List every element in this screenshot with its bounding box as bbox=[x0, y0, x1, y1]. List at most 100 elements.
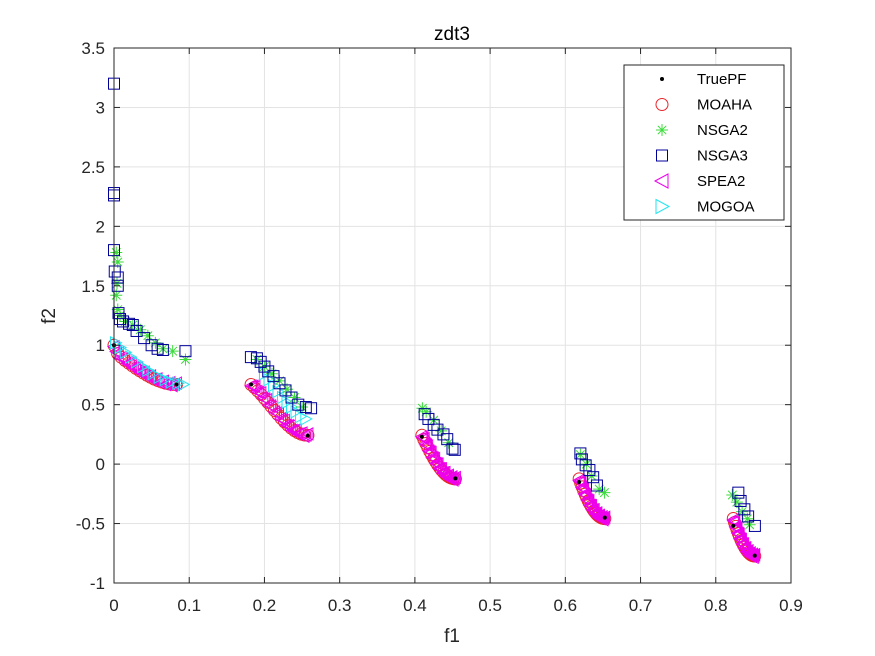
x-tick-label: 0.4 bbox=[403, 596, 427, 615]
x-tick-label: 0.5 bbox=[478, 596, 502, 615]
marker-nsga2 bbox=[250, 353, 263, 366]
y-tick-label: -1 bbox=[90, 574, 105, 593]
marker-nsga3 bbox=[156, 343, 169, 356]
marker-nsga3 bbox=[179, 345, 192, 358]
grid bbox=[113, 47, 792, 584]
marker-nsga3 bbox=[579, 459, 592, 472]
marker-nsga3 bbox=[446, 442, 459, 455]
marker-nsga3 bbox=[114, 313, 127, 326]
marker-spea2 bbox=[139, 369, 152, 384]
marker-nsga2 bbox=[736, 505, 749, 518]
y-tick-label: 1 bbox=[96, 336, 105, 355]
marker-nsga3 bbox=[258, 360, 271, 373]
marker-nsga3 bbox=[117, 315, 130, 328]
marker-nsga2 bbox=[166, 345, 179, 358]
axes: 0 0.1 0.2 0.3 0.4 0.5 0.6 0.7 0.8 0.9 -1 -0.5 0 0.5 1 1… bbox=[76, 39, 803, 615]
marker-nsga3 bbox=[583, 464, 596, 477]
y-tick-label: 2.5 bbox=[81, 158, 105, 177]
marker-nsga2 bbox=[574, 448, 587, 461]
marker-spea2 bbox=[128, 361, 142, 375]
x-tick-label: 0.3 bbox=[328, 596, 352, 615]
marker-nsga3 bbox=[437, 428, 450, 441]
marker-spea2 bbox=[126, 361, 139, 375]
marker-spea2 bbox=[122, 356, 135, 371]
marker-nsga3 bbox=[590, 479, 603, 492]
marker-nsga2 bbox=[134, 323, 147, 336]
marker-nsga2 bbox=[265, 367, 278, 380]
marker-mogoa bbox=[165, 375, 179, 389]
y-tick-label: 3 bbox=[96, 98, 105, 117]
marker-nsga3 bbox=[738, 503, 751, 516]
marker-nsga3 bbox=[742, 510, 755, 523]
marker-spea2 bbox=[285, 423, 298, 438]
marker-spea2 bbox=[736, 537, 750, 551]
x-tick-label: 0.7 bbox=[629, 596, 653, 615]
marker-nsga3 bbox=[130, 324, 143, 337]
marker-nsga3 bbox=[279, 384, 292, 397]
marker-nsga3 bbox=[250, 352, 263, 365]
marker-spea2 bbox=[745, 547, 759, 562]
legend-label: NSGA2 bbox=[697, 122, 748, 139]
legend-marker-spea2 bbox=[653, 173, 669, 189]
marker-spea2 bbox=[281, 418, 294, 433]
legend-entry: NSGA3 bbox=[656, 148, 748, 165]
legend-marker-nsga2 bbox=[656, 124, 668, 136]
marker-truepf bbox=[174, 382, 179, 387]
marker-mogoa bbox=[281, 395, 295, 410]
marker-nsga2 bbox=[110, 246, 123, 259]
marker-truepf bbox=[577, 479, 582, 484]
legend-entry: SPEA2 bbox=[653, 173, 745, 190]
legend-entry: MOAHA bbox=[655, 97, 752, 114]
x-tick-label: 0.1 bbox=[177, 596, 201, 615]
marker-mogoa bbox=[300, 412, 313, 426]
marker-nsga2 bbox=[141, 329, 154, 342]
marker-mogoa bbox=[276, 390, 290, 405]
x-axis-label: f1 bbox=[444, 626, 460, 647]
marker-nsga2 bbox=[179, 353, 192, 366]
marker-nsga2 bbox=[110, 289, 123, 302]
marker-nsga3 bbox=[111, 271, 124, 284]
legend-box bbox=[623, 64, 785, 221]
y-tick-label: 0 bbox=[96, 455, 105, 474]
legend-entry: MOGOA bbox=[655, 198, 755, 216]
marker-mogoa bbox=[125, 350, 138, 364]
marker-spea2 bbox=[747, 547, 761, 562]
y-tick-label: 0.5 bbox=[81, 396, 105, 415]
legend-entry: TruePF bbox=[660, 71, 746, 88]
marker-truepf bbox=[419, 434, 424, 439]
marker-nsga3 bbox=[138, 332, 151, 345]
marker-nsga3 bbox=[431, 423, 444, 436]
y-tick-label: 3.5 bbox=[81, 39, 105, 58]
legend-marker-mogoa bbox=[655, 198, 671, 215]
marker-truepf bbox=[752, 553, 757, 558]
marker-mogoa bbox=[286, 400, 299, 414]
y-tick-label: -0.5 bbox=[76, 515, 105, 534]
marker-spea2 bbox=[437, 465, 451, 480]
marker-nsga2 bbox=[111, 256, 124, 268]
marker-spea2 bbox=[746, 550, 759, 565]
marker-nsga3 bbox=[748, 519, 761, 532]
marker-spea2 bbox=[595, 509, 608, 524]
marker-mogoa bbox=[131, 355, 144, 369]
legend: TruePF MOAHA NSGA2 NSGA3 SPEA2 MOGOA bbox=[623, 64, 785, 221]
marker-mogoa bbox=[110, 336, 123, 350]
marker-mogoa bbox=[147, 366, 161, 381]
marker-nsga2 bbox=[273, 374, 286, 387]
marker-nsga3 bbox=[305, 402, 318, 415]
marker-nsga2 bbox=[258, 360, 271, 373]
marker-nsga3 bbox=[123, 317, 136, 330]
x-tick-label: 0.9 bbox=[779, 596, 803, 615]
legend-marker-moaha bbox=[655, 98, 669, 111]
marker-spea2 bbox=[279, 418, 292, 432]
marker-nsga3 bbox=[448, 443, 461, 456]
marker-moaha bbox=[267, 403, 281, 417]
x-tick-label: 0.6 bbox=[554, 596, 578, 615]
marker-nsga3 bbox=[273, 377, 286, 390]
marker-spea2 bbox=[115, 351, 129, 366]
marker-spea2 bbox=[596, 511, 610, 526]
marker-nsga2 bbox=[726, 489, 739, 502]
legend-label: MOGOA bbox=[697, 199, 755, 216]
marker-spea2 bbox=[448, 470, 461, 485]
chart-title: zdt3 bbox=[434, 24, 470, 45]
